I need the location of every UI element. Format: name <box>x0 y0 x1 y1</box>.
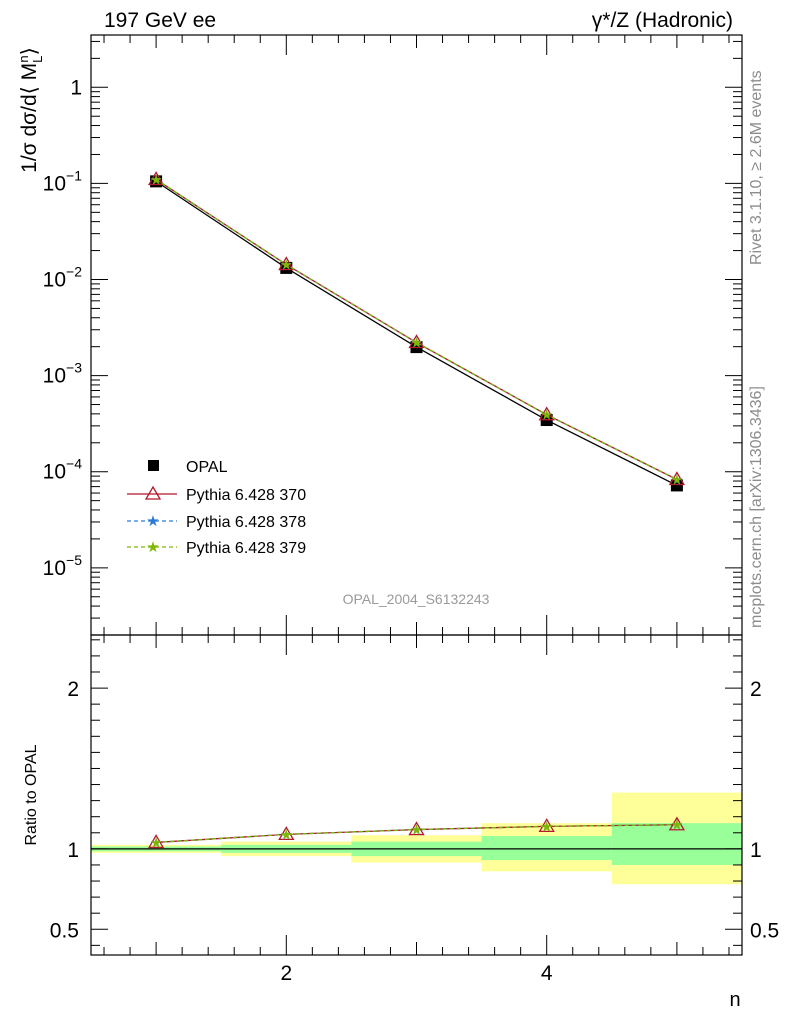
analysis-watermark: OPAL_2004_S6132243 <box>343 591 490 607</box>
ratio-ytick-label-left: 0.5 <box>50 919 79 942</box>
main-ytick-label-base: 10 <box>43 172 66 195</box>
mc370-point <box>538 406 555 421</box>
mc370-point <box>147 171 165 186</box>
mc379-point: ★ <box>671 472 684 488</box>
main-ytick-label: 10−4 <box>43 456 83 484</box>
main-ytick-label: 1 <box>70 76 82 99</box>
legend-opal-label: OPAL <box>186 459 228 476</box>
ratio-mc379-point: ★ <box>540 819 553 835</box>
ratio-mc378-point: ★ <box>280 827 293 843</box>
rivet-version-label: Rivet 3.1.10, ≥ 2.6M events <box>748 70 765 265</box>
main-ytick-label-exp: −1 <box>66 167 82 183</box>
ratio-mc378-point: ★ <box>540 819 553 835</box>
mc378-line <box>155 178 678 481</box>
mc378-point: ★ <box>150 172 163 188</box>
main-ytick-label-base: 10 <box>43 461 66 484</box>
mc370-point <box>278 256 295 271</box>
mc379-point: ★ <box>410 336 423 352</box>
ratio-mc370-point <box>538 818 555 833</box>
ratio-y-axis-label: Ratio to OPAL <box>23 744 40 845</box>
main-ytick-label-exp: −3 <box>66 360 82 376</box>
mc370-point <box>408 334 425 349</box>
legend-mc2-marker: ★ <box>146 512 159 530</box>
mc370-point <box>668 471 686 486</box>
ratio-mc378-point: ★ <box>410 823 423 839</box>
legend-opal-marker <box>148 460 159 471</box>
mc378-point: ★ <box>671 472 684 488</box>
mc378-point: ★ <box>410 336 423 352</box>
main-ytick-label-exp: −4 <box>66 456 82 472</box>
legend-mc2-label: Pythia 6.428 378 <box>186 514 306 531</box>
main-ytick-label: 10−3 <box>43 360 83 388</box>
main-ytick-label: 10−1 <box>43 167 83 195</box>
main-ytick-label-exp: −5 <box>66 552 82 568</box>
mc379-line <box>155 178 678 481</box>
main-ytick-label-exp: −2 <box>66 264 82 280</box>
ratio-mc379-point: ★ <box>410 823 423 839</box>
main-ytick-label-base: 10 <box>43 557 66 580</box>
ratio-mc379-point: ★ <box>150 835 163 851</box>
ratio-ytick-label-left: 1 <box>67 839 79 862</box>
legend-mc3-label: Pythia 6.428 379 <box>186 540 306 557</box>
legend-mc1-label: Pythia 6.428 370 <box>186 487 306 504</box>
opal-point <box>670 479 683 492</box>
ratio-ytick-label-right: 0.5 <box>750 919 779 942</box>
ratio-mc370-point <box>147 834 165 849</box>
mc379-point: ★ <box>280 258 293 274</box>
main-ytick-label-base: 10 <box>43 365 66 388</box>
header-right: γ*/Z (Hadronic) <box>592 9 733 32</box>
main-ytick-label: 10−2 <box>43 264 83 292</box>
mc379-point: ★ <box>540 408 553 424</box>
mc379-point: ★ <box>150 172 163 188</box>
mcplots-label: mcplots.cern.ch [arXiv:1306.3436] <box>748 386 765 628</box>
x-axis-label: n <box>729 989 740 1011</box>
mc378-point: ★ <box>280 258 293 274</box>
legend-mc1-marker <box>144 485 162 500</box>
ratio-mc370-point <box>408 821 425 836</box>
legend-mc3-marker: ★ <box>146 538 159 556</box>
opal-line <box>155 180 678 487</box>
ratio-ytick-label-right: 1 <box>750 839 762 862</box>
mc378-point: ★ <box>540 408 553 424</box>
ratio-mc370-point <box>278 826 295 841</box>
legend: OPAL Pythia 6.428 370 ★ Pythia 6.428 378… <box>127 459 306 557</box>
main-ytick-label: 10−5 <box>43 552 83 580</box>
ratio-mc379-point: ★ <box>671 818 684 834</box>
xtick-label: 2 <box>280 962 292 985</box>
ratio-mc379-line <box>156 824 677 844</box>
header-left: 197 GeV ee <box>104 9 216 32</box>
main-y-axis-label: 1/σ dσ/d⟨ MLn⟩ <box>16 47 45 173</box>
main-ytick-label-base: 10 <box>43 269 66 292</box>
xtick-label: 4 <box>541 962 553 985</box>
ratio-mc378-point: ★ <box>671 818 684 834</box>
ratio-mc370-point <box>668 816 686 831</box>
ratio-ytick-label-left: 2 <box>67 678 79 701</box>
band-inner-4 <box>481 836 612 861</box>
ratio-mc379-point: ★ <box>280 827 293 843</box>
ratio-mc378-point: ★ <box>150 835 163 851</box>
mc370-line <box>155 178 678 481</box>
ratio-ytick-label-right: 2 <box>750 678 762 701</box>
opal-point <box>280 261 293 274</box>
